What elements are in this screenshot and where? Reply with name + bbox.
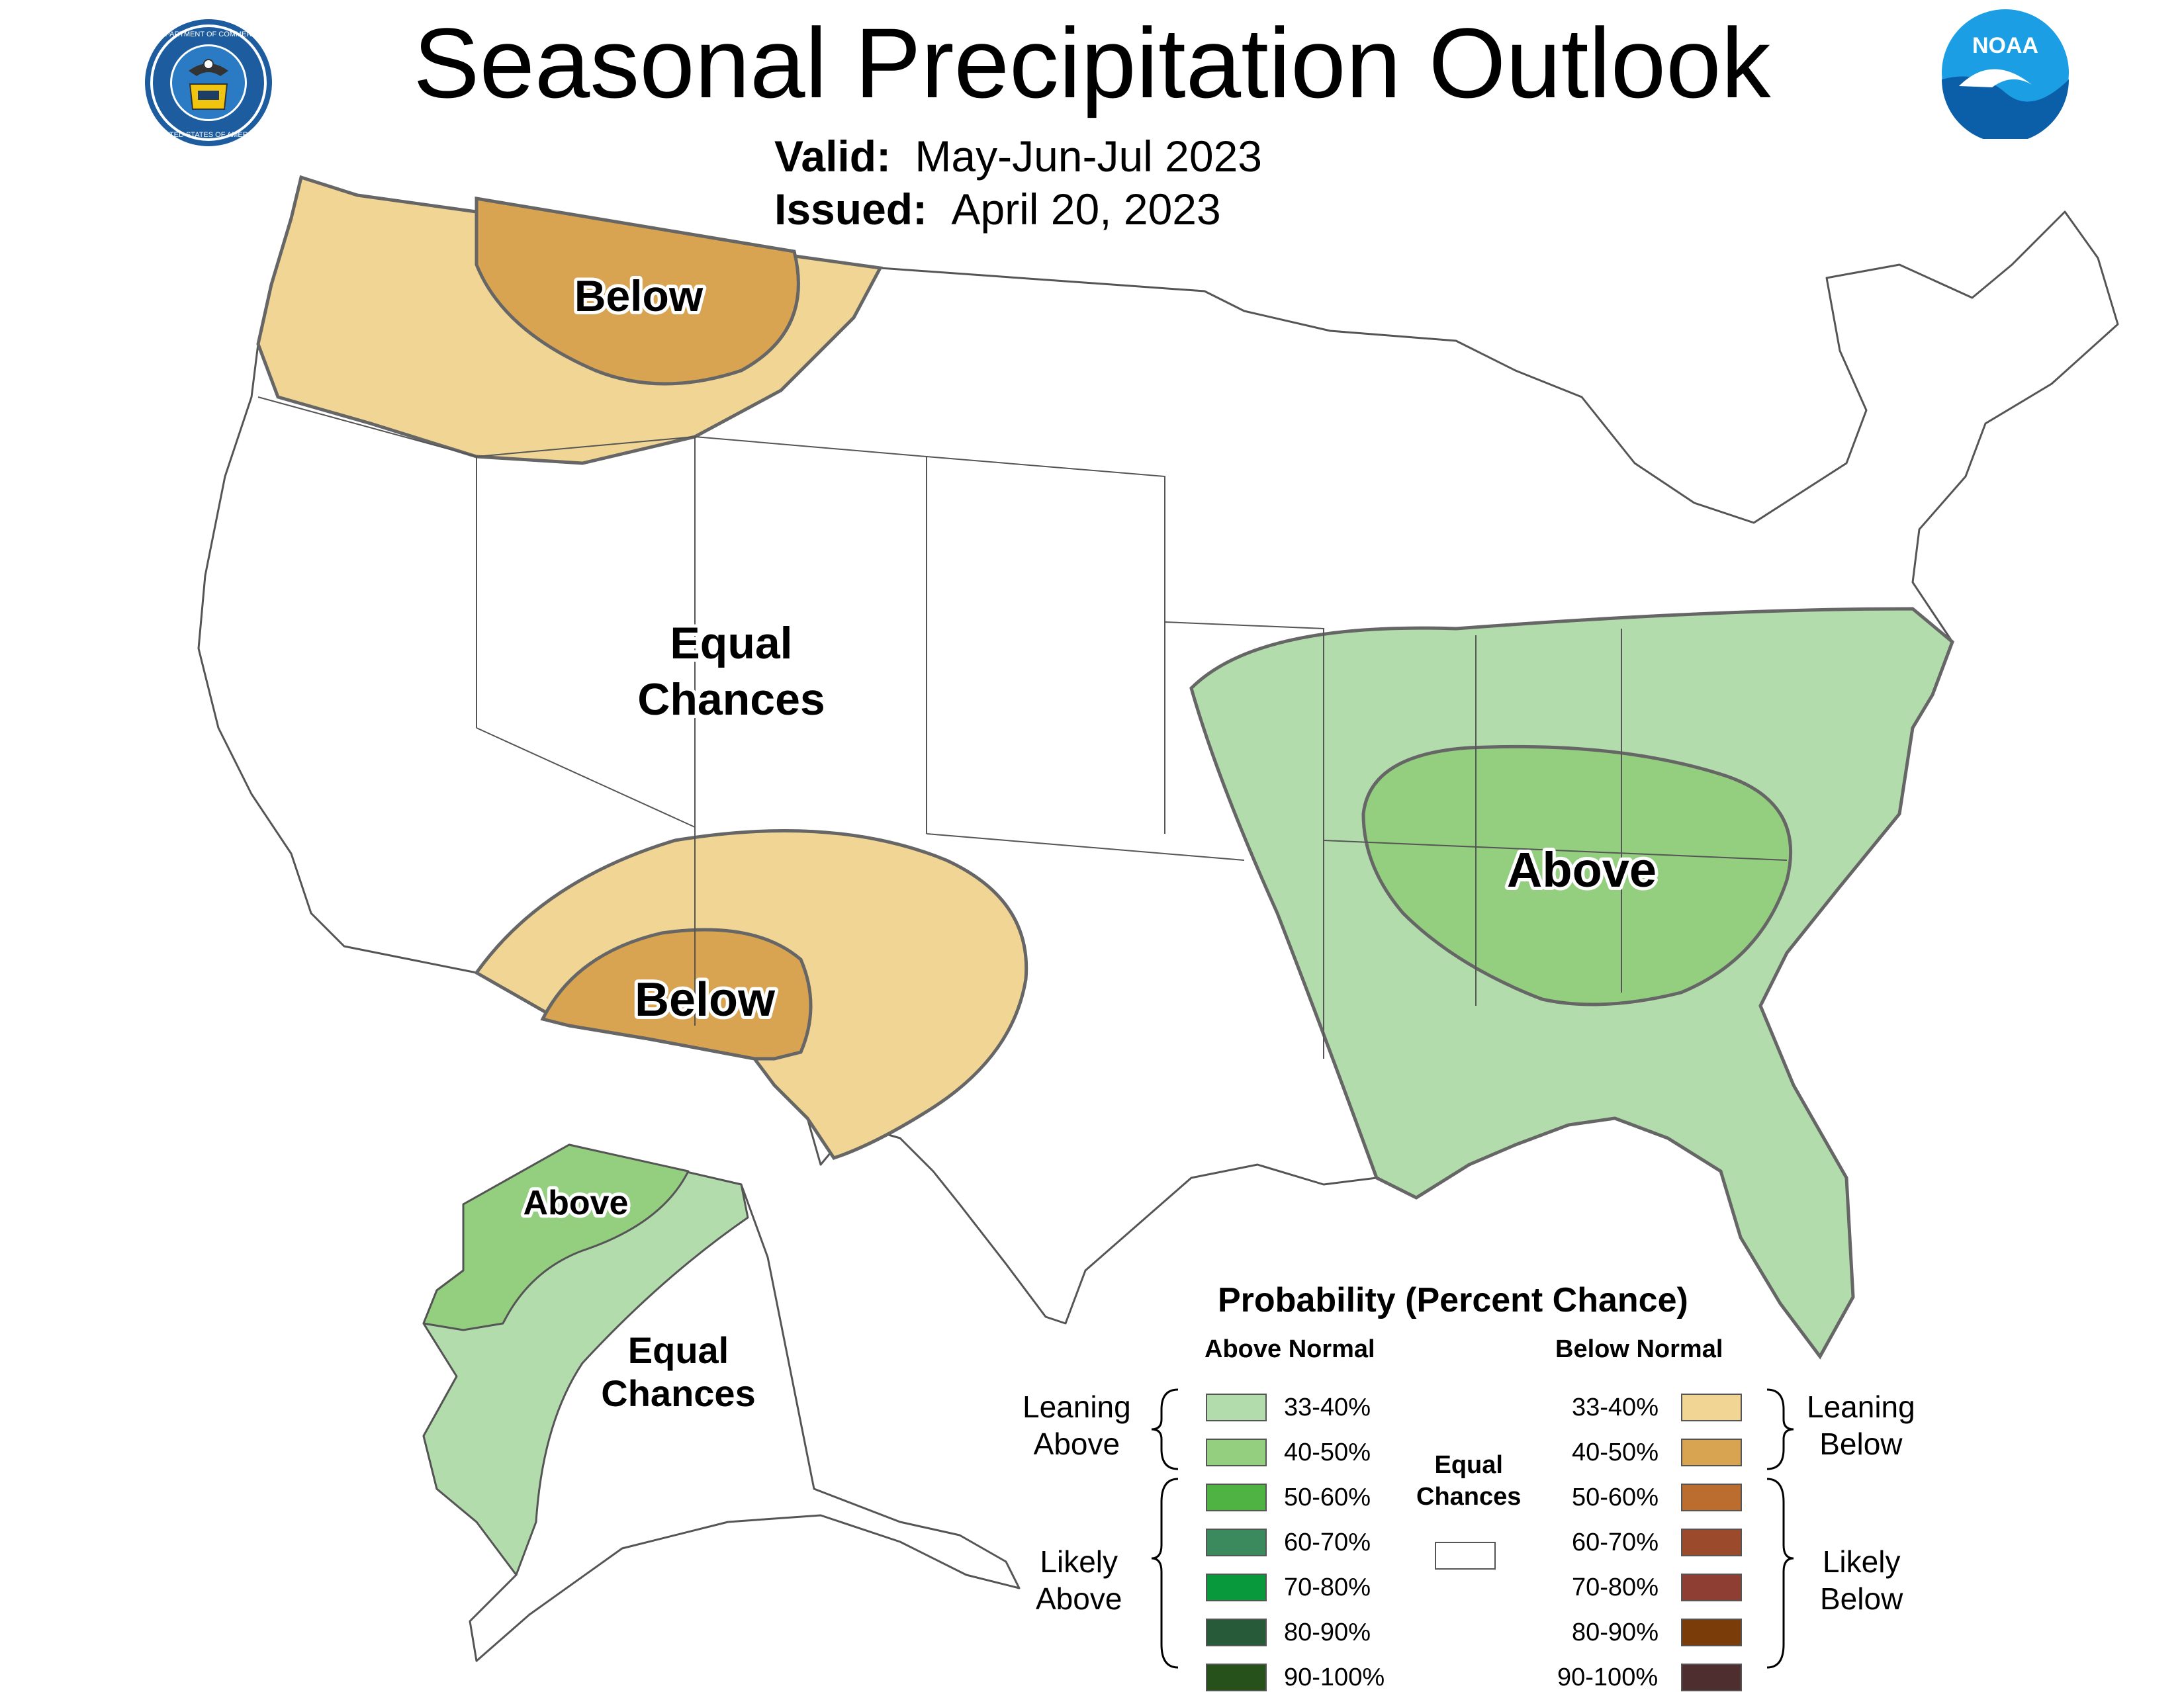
below-range-4: 60-70% — [1572, 1529, 1659, 1556]
above-swatch-7 — [1206, 1664, 1267, 1691]
below-range-6: 80-90% — [1572, 1619, 1659, 1646]
equal-chances-line1: Equal — [1434, 1451, 1503, 1479]
below-range-5: 70-80% — [1572, 1574, 1659, 1601]
legend-above-header: Above Normal — [1205, 1335, 1375, 1363]
sw-below-label: Below — [635, 973, 776, 1026]
ak-equal-chances-label-2: Chances — [601, 1372, 755, 1414]
below-swatch-1 — [1681, 1394, 1742, 1421]
ak-equal-chances-label-1: Equal — [628, 1329, 729, 1371]
issued-label: Issued: — [774, 185, 928, 234]
leaning-below-label: Leaning Below — [1807, 1388, 1915, 1462]
se-above-area — [1361, 744, 1793, 1006]
valid-label: Valid: — [774, 132, 891, 181]
sw-below-area — [540, 928, 813, 1061]
issued-line: Issued: April 20, 2023 — [774, 184, 1221, 234]
brace-above-icon — [1151, 1388, 1179, 1669]
legend-below-header: Below Normal — [1555, 1335, 1723, 1363]
noaa-logo-text: NOAA — [1972, 33, 2038, 58]
nw-below-label: Below — [574, 271, 704, 320]
below-range-3: 50-60% — [1572, 1484, 1659, 1511]
above-range-1: 33-40% — [1284, 1394, 1371, 1421]
above-swatch-1 — [1206, 1394, 1267, 1421]
alaska — [422, 1143, 1021, 1662]
brace-below-icon — [1766, 1388, 1794, 1669]
equal-chances-line2: Chances — [1416, 1483, 1522, 1511]
below-swatch-5 — [1681, 1574, 1742, 1601]
likely-below-line1: Likely — [1822, 1544, 1901, 1579]
below-range-7: 90-100% — [1557, 1664, 1659, 1691]
leaning-below-line1: Leaning — [1807, 1390, 1915, 1424]
below-swatch-3 — [1681, 1484, 1742, 1511]
below-range-1: 33-40% — [1572, 1394, 1659, 1421]
above-range-2: 40-50% — [1284, 1439, 1371, 1466]
above-range-7: 90-100% — [1284, 1664, 1385, 1691]
commerce-seal-icon: DEPARTMENT OF COMMERCE UNITED STATES OF … — [145, 19, 272, 146]
above-swatch-6 — [1206, 1619, 1267, 1646]
above-swatch-2 — [1206, 1439, 1267, 1466]
equal-chances-swatch — [1435, 1542, 1496, 1570]
equal-chances-legend-label: Equal Chances — [1416, 1449, 1521, 1513]
likely-above-line2: Above — [1036, 1581, 1122, 1616]
alaska-above-area — [422, 1143, 690, 1331]
page-title: Seasonal Precipitation Outlook — [413, 7, 1771, 118]
equal-chances-label-2: Chances — [637, 674, 825, 725]
issued-value: April 20, 2023 — [951, 185, 1221, 234]
legend-title: Probability (Percent Chance) — [1218, 1281, 1688, 1319]
above-swatch-5 — [1206, 1574, 1267, 1601]
above-swatch-3 — [1206, 1484, 1267, 1511]
likely-below-line2: Below — [1820, 1581, 1903, 1616]
likely-above-label: Likely Above — [1036, 1543, 1122, 1617]
noaa-logo-icon: NOAA — [1942, 9, 2069, 139]
above-range-5: 70-80% — [1284, 1574, 1371, 1601]
above-range-4: 60-70% — [1284, 1529, 1371, 1556]
leaning-above-line2: Above — [1033, 1427, 1120, 1461]
equal-chances-label-1: Equal — [670, 618, 792, 668]
leaning-above-label: Leaning Above — [1023, 1388, 1131, 1462]
above-range-6: 80-90% — [1284, 1619, 1371, 1646]
svg-text:DEPARTMENT OF COMMERCE: DEPARTMENT OF COMMERCE — [155, 30, 261, 38]
above-range-3: 50-60% — [1284, 1484, 1371, 1511]
valid-line: Valid: May-Jun-Jul 2023 — [774, 131, 1262, 181]
leaning-above-line1: Leaning — [1023, 1390, 1131, 1424]
svg-text:UNITED STATES OF AMERICA: UNITED STATES OF AMERICA — [157, 131, 261, 139]
likely-above-line1: Likely — [1040, 1544, 1118, 1579]
below-swatch-6 — [1681, 1619, 1742, 1646]
ak-above-label: Above — [523, 1184, 629, 1222]
leaning-below-line2: Below — [1819, 1427, 1903, 1461]
below-swatch-2 — [1681, 1439, 1742, 1466]
likely-below-label: Likely Below — [1820, 1543, 1903, 1617]
below-range-2: 40-50% — [1572, 1439, 1659, 1466]
nw-below-area — [475, 197, 800, 386]
above-swatch-4 — [1206, 1529, 1267, 1556]
valid-value: May-Jun-Jul 2023 — [915, 132, 1262, 181]
below-swatch-4 — [1681, 1529, 1742, 1556]
state-lines — [257, 396, 1788, 1059]
se-above-label: Above — [1507, 842, 1657, 897]
